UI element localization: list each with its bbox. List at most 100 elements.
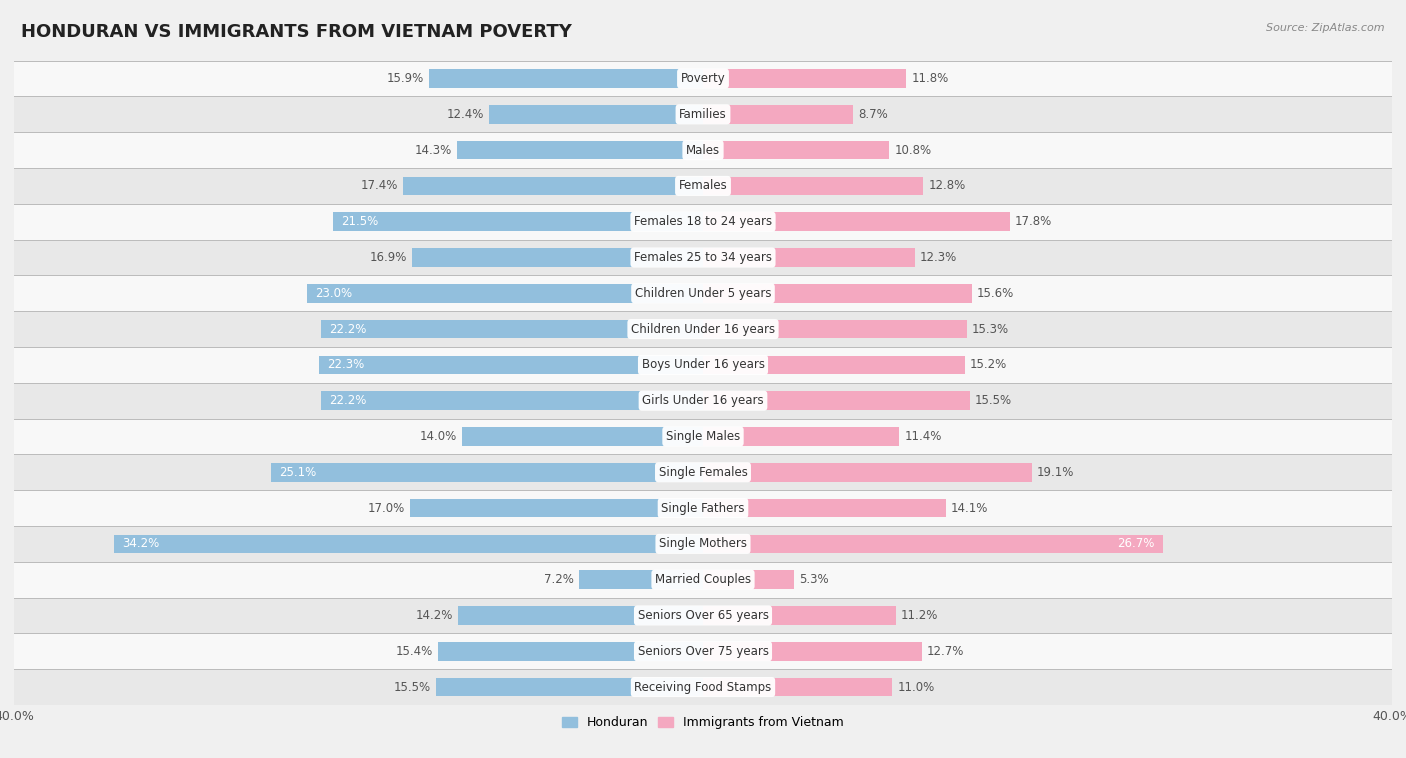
Bar bbox=[579, 570, 703, 589]
Text: Seniors Over 75 years: Seniors Over 75 years bbox=[637, 645, 769, 658]
Bar bbox=[14, 526, 1392, 562]
Bar bbox=[307, 284, 703, 302]
Text: 34.2%: 34.2% bbox=[122, 537, 160, 550]
Text: 8.7%: 8.7% bbox=[858, 108, 887, 121]
Bar bbox=[114, 534, 703, 553]
Bar bbox=[404, 177, 703, 196]
Bar bbox=[333, 212, 703, 231]
Bar bbox=[703, 499, 946, 518]
Text: 11.8%: 11.8% bbox=[911, 72, 949, 85]
Text: 10.8%: 10.8% bbox=[894, 143, 931, 157]
Text: Boys Under 16 years: Boys Under 16 years bbox=[641, 359, 765, 371]
Text: Seniors Over 65 years: Seniors Over 65 years bbox=[637, 609, 769, 622]
Bar bbox=[412, 248, 703, 267]
Bar bbox=[14, 132, 1392, 168]
Text: 15.6%: 15.6% bbox=[977, 287, 1014, 300]
Bar bbox=[703, 678, 893, 697]
Bar bbox=[489, 105, 703, 124]
Text: 25.1%: 25.1% bbox=[280, 465, 316, 479]
Text: Single Females: Single Females bbox=[658, 465, 748, 479]
Text: 19.1%: 19.1% bbox=[1038, 465, 1074, 479]
Text: 22.3%: 22.3% bbox=[328, 359, 364, 371]
Text: Poverty: Poverty bbox=[681, 72, 725, 85]
Bar bbox=[703, 248, 915, 267]
Text: 21.5%: 21.5% bbox=[342, 215, 378, 228]
Text: HONDURAN VS IMMIGRANTS FROM VIETNAM POVERTY: HONDURAN VS IMMIGRANTS FROM VIETNAM POVE… bbox=[21, 23, 572, 41]
Bar bbox=[14, 634, 1392, 669]
Text: Females 18 to 24 years: Females 18 to 24 years bbox=[634, 215, 772, 228]
Bar bbox=[703, 534, 1163, 553]
Bar bbox=[703, 570, 794, 589]
Bar bbox=[429, 69, 703, 88]
Bar bbox=[457, 141, 703, 159]
Bar bbox=[321, 320, 703, 338]
Text: 22.2%: 22.2% bbox=[329, 323, 367, 336]
Text: 12.8%: 12.8% bbox=[928, 180, 966, 193]
Bar bbox=[14, 669, 1392, 705]
Text: 15.5%: 15.5% bbox=[394, 681, 430, 694]
Bar bbox=[703, 284, 972, 302]
Text: Receiving Food Stamps: Receiving Food Stamps bbox=[634, 681, 772, 694]
Bar bbox=[411, 499, 703, 518]
Text: 11.4%: 11.4% bbox=[904, 430, 942, 443]
Bar bbox=[14, 490, 1392, 526]
Bar bbox=[14, 454, 1392, 490]
Text: Married Couples: Married Couples bbox=[655, 573, 751, 586]
Text: Children Under 16 years: Children Under 16 years bbox=[631, 323, 775, 336]
Bar bbox=[14, 96, 1392, 132]
Bar bbox=[703, 356, 965, 374]
Text: 5.3%: 5.3% bbox=[800, 573, 830, 586]
Text: 14.0%: 14.0% bbox=[419, 430, 457, 443]
Bar bbox=[703, 105, 853, 124]
Bar bbox=[703, 69, 907, 88]
Text: Females: Females bbox=[679, 180, 727, 193]
Bar bbox=[703, 212, 1010, 231]
Text: 17.8%: 17.8% bbox=[1015, 215, 1052, 228]
Text: 15.5%: 15.5% bbox=[976, 394, 1012, 407]
Bar bbox=[703, 141, 889, 159]
Text: 15.2%: 15.2% bbox=[970, 359, 1007, 371]
Text: 26.7%: 26.7% bbox=[1116, 537, 1154, 550]
Bar bbox=[14, 240, 1392, 275]
Bar bbox=[437, 642, 703, 660]
Text: 22.2%: 22.2% bbox=[329, 394, 367, 407]
Text: 17.0%: 17.0% bbox=[368, 502, 405, 515]
Text: Females 25 to 34 years: Females 25 to 34 years bbox=[634, 251, 772, 264]
Bar bbox=[703, 606, 896, 625]
Bar bbox=[14, 418, 1392, 454]
Text: 15.3%: 15.3% bbox=[972, 323, 1010, 336]
Bar bbox=[14, 597, 1392, 634]
Text: 12.3%: 12.3% bbox=[920, 251, 957, 264]
Bar bbox=[703, 463, 1032, 481]
Bar bbox=[703, 320, 966, 338]
Text: 11.2%: 11.2% bbox=[901, 609, 938, 622]
Text: 14.2%: 14.2% bbox=[416, 609, 453, 622]
Text: 15.4%: 15.4% bbox=[395, 645, 433, 658]
Legend: Honduran, Immigrants from Vietnam: Honduran, Immigrants from Vietnam bbox=[557, 711, 849, 735]
Bar bbox=[14, 312, 1392, 347]
Text: Children Under 5 years: Children Under 5 years bbox=[634, 287, 772, 300]
Bar bbox=[14, 562, 1392, 597]
Text: 23.0%: 23.0% bbox=[315, 287, 353, 300]
Bar bbox=[14, 347, 1392, 383]
Bar bbox=[14, 275, 1392, 312]
Bar bbox=[703, 177, 924, 196]
Text: Source: ZipAtlas.com: Source: ZipAtlas.com bbox=[1267, 23, 1385, 33]
Bar bbox=[319, 356, 703, 374]
Bar bbox=[703, 391, 970, 410]
Text: 14.3%: 14.3% bbox=[415, 143, 451, 157]
Bar bbox=[14, 168, 1392, 204]
Bar bbox=[14, 61, 1392, 96]
Text: 7.2%: 7.2% bbox=[544, 573, 574, 586]
Text: Single Males: Single Males bbox=[666, 430, 740, 443]
Text: Males: Males bbox=[686, 143, 720, 157]
Bar bbox=[458, 606, 703, 625]
Bar bbox=[703, 642, 922, 660]
Text: 14.1%: 14.1% bbox=[950, 502, 988, 515]
Text: 15.9%: 15.9% bbox=[387, 72, 425, 85]
Bar bbox=[271, 463, 703, 481]
Bar bbox=[703, 428, 900, 446]
Text: 17.4%: 17.4% bbox=[361, 180, 398, 193]
Text: 16.9%: 16.9% bbox=[370, 251, 406, 264]
Text: Single Mothers: Single Mothers bbox=[659, 537, 747, 550]
